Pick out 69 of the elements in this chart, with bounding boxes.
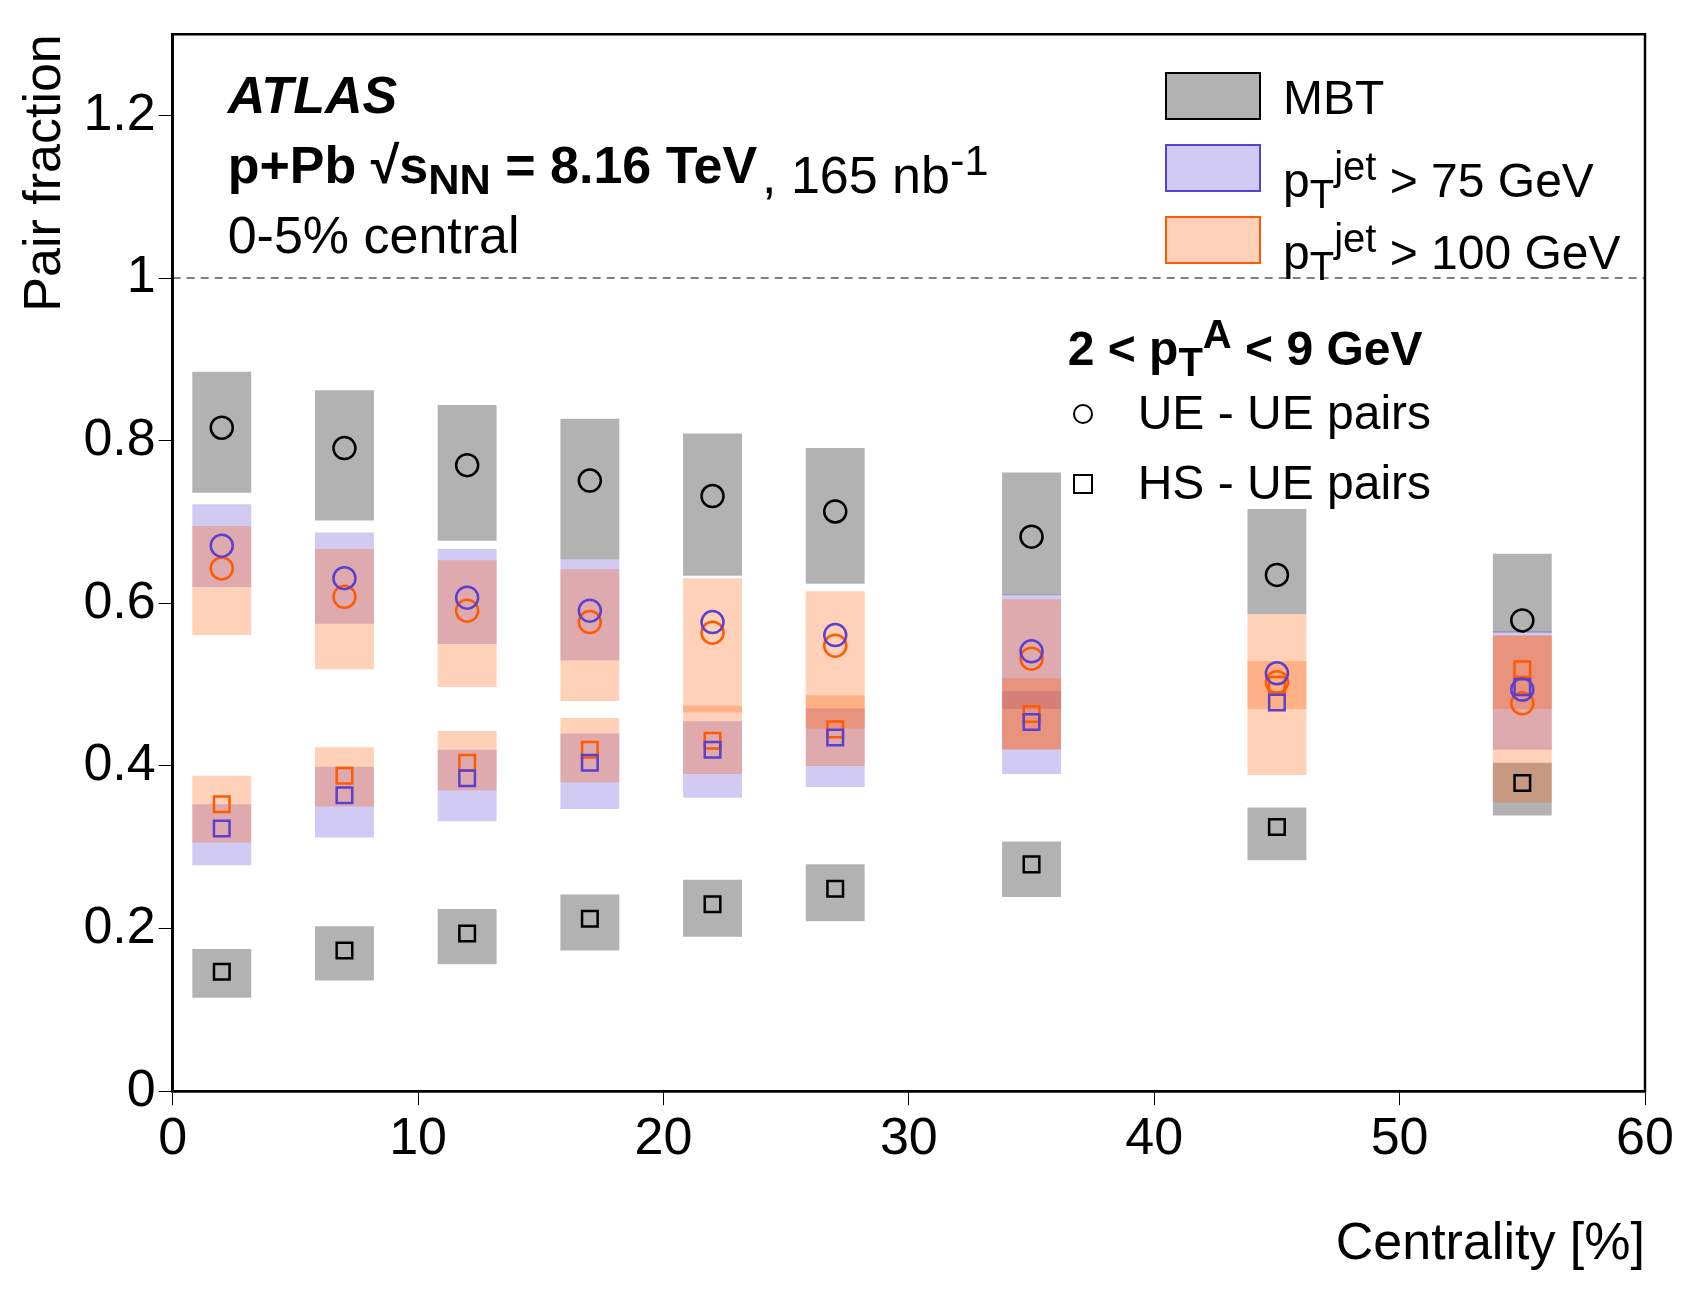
- point: [335, 766, 354, 785]
- point: [580, 753, 599, 772]
- point: [577, 609, 603, 635]
- point: [700, 609, 725, 635]
- point: [1510, 677, 1535, 702]
- x-tick-label: 20: [634, 1106, 693, 1165]
- x-tick-label: 60: [1616, 1106, 1674, 1165]
- point: [703, 895, 722, 914]
- point: [703, 740, 722, 759]
- point: [1510, 608, 1535, 633]
- point: [212, 795, 231, 814]
- point: [700, 483, 725, 509]
- point: [1513, 774, 1532, 793]
- legend-label: MBT: [1283, 71, 1385, 125]
- point: [335, 941, 354, 960]
- point: [209, 556, 235, 581]
- point: [577, 598, 603, 623]
- annotation: 0-5% central: [227, 206, 520, 265]
- y-tick-label: 0.8: [83, 408, 156, 467]
- annotation: p+Pb √s$_{NN}$ = 8.16 TeV: [227, 136, 758, 204]
- y-tick-label: 1.2: [83, 82, 156, 141]
- x-tick-label: 10: [389, 1106, 447, 1165]
- point: [1019, 639, 1044, 664]
- legend-label: p$_{T}$$^{jet}$ > 100 GeV: [1283, 216, 1621, 288]
- annotation: ATLAS: [227, 66, 398, 125]
- point: [212, 962, 231, 981]
- y-tick-label: 0: [126, 1058, 156, 1117]
- point: [822, 499, 848, 524]
- point: [1267, 693, 1286, 712]
- x-tick-label: 40: [1125, 1106, 1184, 1165]
- point: [822, 633, 848, 658]
- x-tick-label: 30: [879, 1106, 938, 1165]
- point: [1019, 524, 1044, 549]
- point: [335, 786, 354, 805]
- point: [209, 533, 235, 558]
- point: [580, 909, 599, 928]
- y-tick-label: 0.4: [83, 733, 156, 792]
- point: [826, 728, 845, 747]
- x-axis-title: Centrality [%]: [1335, 1212, 1645, 1271]
- annotation: HS - UE pairs: [1137, 456, 1432, 510]
- point: [454, 598, 480, 623]
- point: [822, 622, 848, 648]
- point: [332, 584, 357, 610]
- x-tick-label: 50: [1370, 1106, 1429, 1165]
- point: [577, 468, 603, 493]
- point: [826, 879, 845, 898]
- point: [458, 924, 477, 943]
- point: [332, 435, 357, 461]
- y-tick-label: 0.2: [83, 895, 156, 954]
- point: [700, 620, 725, 645]
- point: [1264, 562, 1290, 588]
- point: [212, 819, 231, 838]
- y-tick-label: 1: [126, 245, 156, 304]
- point: [458, 769, 477, 788]
- point: [454, 452, 480, 478]
- point: [1022, 855, 1041, 874]
- point: [1267, 817, 1286, 836]
- point: [1513, 660, 1532, 679]
- point: [454, 585, 480, 610]
- annotation: UE - UE pairs: [1137, 386, 1432, 440]
- point: [332, 565, 357, 591]
- annotation: 2 < p$_{T}$$^{A}$ < 9 GeV: [1067, 312, 1423, 384]
- y-tick-label: 0.6: [83, 570, 156, 629]
- legend-label: p$_{T}$$^{jet}$ > 75 GeV: [1283, 144, 1594, 216]
- point: [209, 415, 235, 440]
- point: [1264, 661, 1290, 686]
- y-axis-title: Pair fraction: [12, 34, 71, 312]
- annotation: , 165 nb$^{-1}$: [762, 136, 989, 205]
- point: [1022, 713, 1041, 732]
